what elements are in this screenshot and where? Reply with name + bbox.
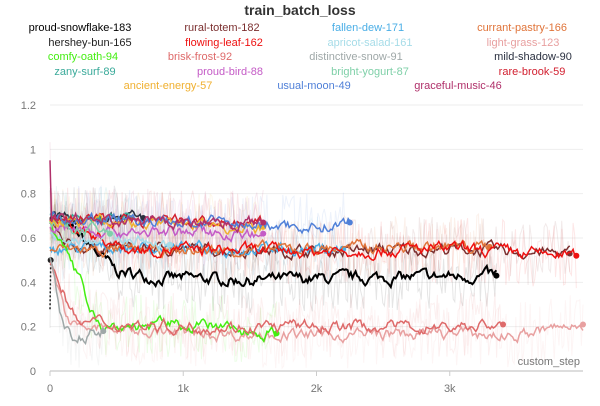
legend-item[interactable]: apricot-salad-161 xyxy=(327,36,413,49)
y-tick-label: 0.8 xyxy=(21,189,36,201)
legend-item[interactable]: light-grass-123 xyxy=(486,36,560,49)
raw-series-line xyxy=(49,198,277,363)
series-end-point xyxy=(573,252,580,259)
series-end-point xyxy=(166,241,173,248)
legend-item[interactable]: graceful-music-46 xyxy=(414,80,502,92)
x-tick-label: 2k xyxy=(311,383,323,395)
y-tick-label: 1 xyxy=(30,144,36,156)
raw-series-line xyxy=(49,187,264,253)
legend-item[interactable]: currant-pastry-166 xyxy=(477,22,567,34)
series-line-graceful-music-46 xyxy=(49,160,264,234)
x-axis-label: custom_step xyxy=(518,356,580,368)
legend-item[interactable]: zany-surf-89 xyxy=(54,65,116,78)
y-tick-label: 0.4 xyxy=(21,277,36,289)
legend-item[interactable]: brisk-frost-92 xyxy=(167,51,233,63)
series-line-fallen-dew-171 xyxy=(49,239,344,259)
legend-item[interactable]: comfy-oath-94 xyxy=(47,51,119,63)
chart-title: train_batch_loss xyxy=(244,2,356,18)
y-tick-label: 0.6 xyxy=(21,233,36,245)
raw-series-line xyxy=(49,185,351,257)
legend-item[interactable]: proud-bird-88 xyxy=(196,65,264,78)
legend-item[interactable]: ancient-energy-57 xyxy=(123,80,213,92)
legend-item[interactable]: rare-brook-59 xyxy=(498,65,566,78)
legend-item[interactable]: hershey-bun-165 xyxy=(48,36,132,49)
raw-series-line xyxy=(49,263,584,370)
series-line-proud-bird-88 xyxy=(49,221,264,243)
series-line-brisk-frost-92 xyxy=(49,261,504,337)
series-end-point xyxy=(346,219,353,226)
x-tick-label: 3k xyxy=(444,383,456,395)
series-line-light-grass-123 xyxy=(49,261,584,344)
series-line-proud-snowflake-183 xyxy=(49,217,498,290)
x-tick-label: 1k xyxy=(177,383,189,395)
y-tick-label: 0 xyxy=(30,366,36,378)
legend-item[interactable]: mild-shadow-90 xyxy=(494,51,572,63)
x-tick-label: 0 xyxy=(47,383,53,395)
series-end-point xyxy=(500,321,507,328)
series-end-point xyxy=(100,328,107,335)
series-line-currant-pastry-166 xyxy=(49,238,491,259)
raw-series-line xyxy=(49,241,504,361)
legend-item[interactable]: fallen-dew-171 xyxy=(331,22,405,34)
legend-item[interactable]: bright-yogurt-87 xyxy=(331,65,409,78)
y-tick-label: 1.2 xyxy=(21,100,36,112)
legend-item[interactable]: distinctive-snow-91 xyxy=(309,51,403,63)
series-line-flowing-leaf-162 xyxy=(49,216,577,262)
raw-series-line xyxy=(49,190,497,314)
series-end-point xyxy=(493,272,500,279)
raw-series-line xyxy=(49,212,491,286)
legend-item[interactable]: proud-snowflake-183 xyxy=(28,22,132,34)
legend-item[interactable]: usual-moon-49 xyxy=(277,80,351,92)
series-end-point xyxy=(260,219,267,226)
series-line-hershey-bun-165 xyxy=(49,263,52,310)
series-end-point xyxy=(260,230,267,237)
series-end-point xyxy=(106,230,113,237)
series-end-point xyxy=(580,321,586,328)
y-tick-label: 0.2 xyxy=(21,322,36,334)
legend-item[interactable]: flowing-leaf-162 xyxy=(185,36,263,49)
raw-series-line xyxy=(49,214,344,282)
legend-item[interactable]: rural-totem-182 xyxy=(184,22,260,34)
series-line-distinctive-snow-91 xyxy=(49,257,104,346)
